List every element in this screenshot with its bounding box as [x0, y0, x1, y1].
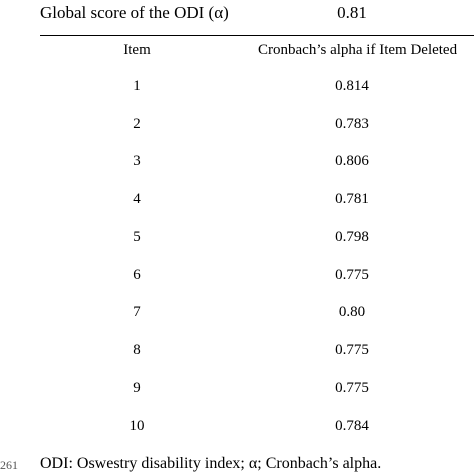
column-header-item: Item [123, 42, 151, 58]
item-number: 2 [133, 116, 141, 132]
table-row: 1 0.814 [0, 76, 474, 96]
item-number: 3 [133, 153, 141, 169]
table-top-rule [40, 35, 474, 36]
table-row: 7 0.80 [0, 302, 474, 322]
alpha-value: 0.775 [335, 267, 369, 283]
table-row: 10 0.784 [0, 416, 474, 436]
item-number: 1 [133, 78, 141, 94]
alpha-value: 0.781 [335, 191, 369, 207]
global-score-value: 0.81 [337, 3, 367, 22]
alpha-value: 0.783 [335, 116, 369, 132]
alpha-value: 0.806 [335, 153, 369, 169]
alpha-value: 0.798 [335, 229, 369, 245]
line-number: 261 [0, 458, 18, 472]
item-number: 5 [133, 229, 141, 245]
item-number: 9 [133, 380, 141, 396]
item-number: 7 [133, 304, 141, 320]
item-number: 10 [129, 418, 145, 434]
alpha-value: 0.814 [335, 78, 369, 94]
item-number: 8 [133, 342, 141, 358]
table-footnote: ODI: Oswestry disability index; α; Cronb… [40, 455, 382, 472]
table-row: 8 0.775 [0, 340, 474, 360]
table-row: 9 0.775 [0, 378, 474, 398]
alpha-value: 0.775 [335, 342, 369, 358]
alpha-value: 0.775 [335, 380, 369, 396]
item-number: 4 [133, 191, 141, 207]
item-number: 6 [133, 267, 141, 283]
table-row: 2 0.783 [0, 114, 474, 134]
global-score-label: Global score of the ODI (α) [40, 3, 229, 22]
alpha-value: 0.784 [335, 418, 369, 434]
table-row: 6 0.775 [0, 265, 474, 285]
table-row: 3 0.806 [0, 151, 474, 171]
alpha-value: 0.80 [338, 304, 366, 320]
table-row: 4 0.781 [0, 189, 474, 209]
column-header-alpha: Cronbach’s alpha if Item Deleted [258, 42, 458, 58]
table-row: 5 0.798 [0, 227, 474, 247]
